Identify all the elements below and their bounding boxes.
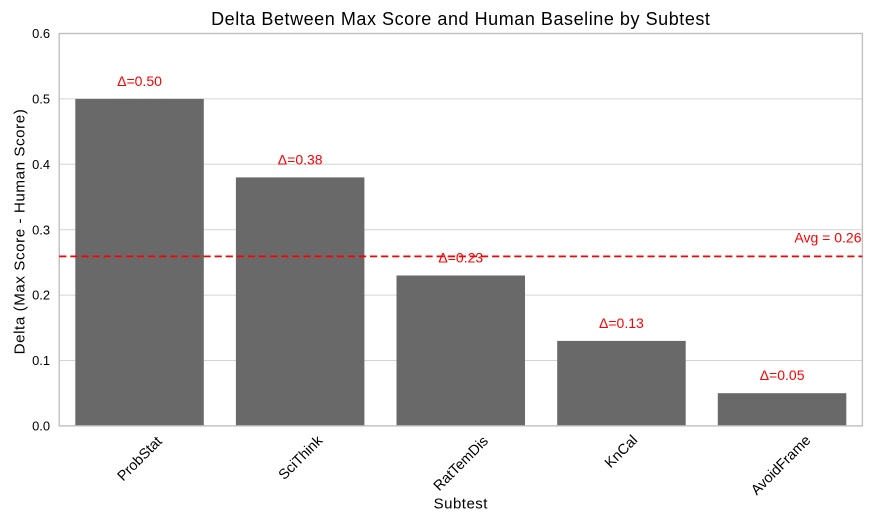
svg-text:0.1: 0.1 <box>32 353 50 368</box>
svg-text:Avg = 0.26: Avg = 0.26 <box>794 229 861 245</box>
svg-text:Delta (Max Score - Human Score: Delta (Max Score - Human Score) <box>11 109 28 355</box>
svg-text:0.2: 0.2 <box>32 288 50 303</box>
svg-text:Delta Between Max Score and Hu: Delta Between Max Score and Human Baseli… <box>211 9 710 29</box>
svg-text:0.0: 0.0 <box>32 419 50 434</box>
svg-text:Δ=0.05: Δ=0.05 <box>760 367 805 383</box>
svg-text:Δ=0.50: Δ=0.50 <box>117 73 162 89</box>
svg-text:Subtest: Subtest <box>434 496 489 513</box>
svg-text:Δ=0.38: Δ=0.38 <box>278 151 323 167</box>
svg-text:0.5: 0.5 <box>32 92 50 107</box>
svg-text:Δ=0.23: Δ=0.23 <box>438 249 483 265</box>
svg-text:0.6: 0.6 <box>32 26 50 41</box>
svg-text:0.3: 0.3 <box>32 222 50 237</box>
svg-text:Δ=0.13: Δ=0.13 <box>599 315 644 331</box>
svg-text:0.4: 0.4 <box>32 157 50 172</box>
